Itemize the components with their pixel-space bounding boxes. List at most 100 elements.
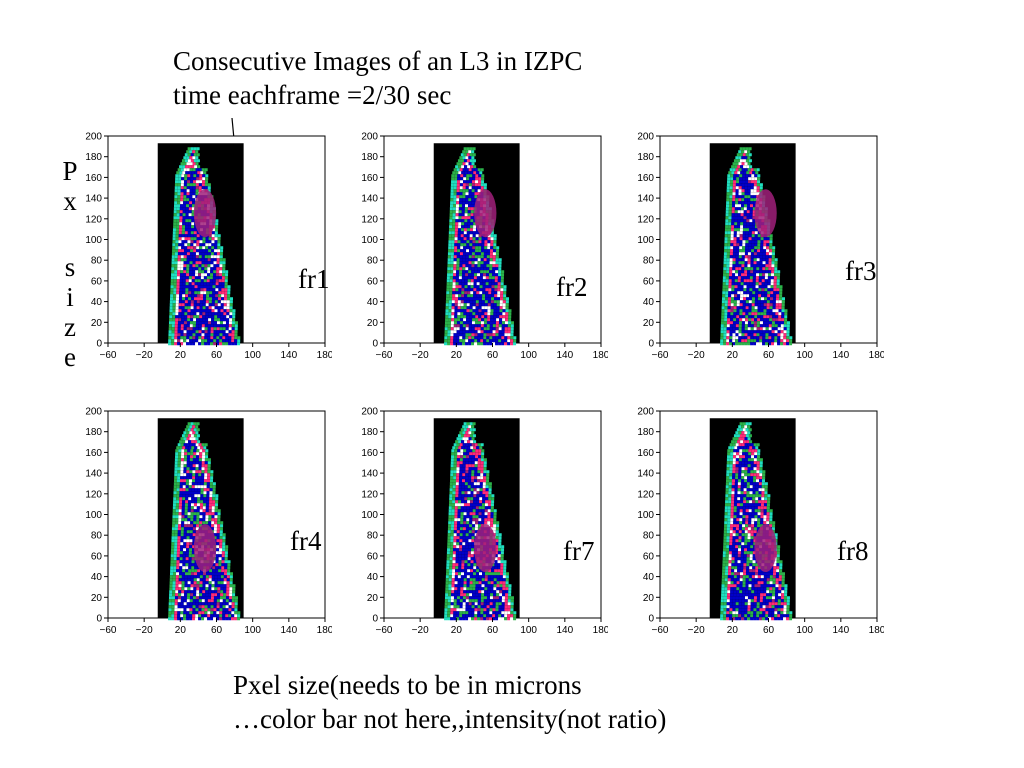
y-tick-label: 200: [361, 132, 378, 143]
y-tick-label: 80: [91, 256, 103, 267]
x-tick-label: 100: [520, 350, 537, 361]
y-tick-label: 60: [367, 551, 379, 562]
x-tick-label: 60: [763, 625, 775, 636]
bright-region: [193, 524, 217, 573]
title-line-1: Consecutive Images of an L3 in IZPC: [173, 46, 583, 76]
x-tick-label: −60: [652, 625, 669, 636]
x-tick-label: 20: [451, 625, 463, 636]
y-tick-label: 0: [648, 339, 654, 350]
y-tick-label: 20: [91, 593, 103, 604]
x-tick-label: 140: [832, 625, 849, 636]
footer-line-1: Pxel size(needs to be in microns: [233, 670, 582, 700]
bright-region: [474, 524, 497, 573]
y-tick-label: 180: [85, 152, 102, 163]
y-tick-label: 160: [85, 448, 102, 459]
y-tick-label: 60: [367, 276, 379, 287]
y-tick-label: 60: [91, 276, 103, 287]
y-tick-label: 180: [637, 152, 654, 163]
cell-pixels: [168, 147, 241, 346]
y-tick-label: 100: [361, 510, 378, 521]
y-tick-label: 120: [85, 214, 102, 225]
y-tick-label: 80: [367, 256, 379, 267]
y-tick-label: 60: [91, 551, 103, 562]
frame-image-plot: −60 −20 20 60 100 140 180 0 20 40 60 80 100 120 140 160…: [361, 407, 608, 637]
y-tick-label: 120: [361, 489, 378, 500]
x-tick-label: 180: [869, 625, 884, 636]
y-tick-label: 20: [91, 318, 103, 329]
y-tick-label: 120: [361, 214, 378, 225]
x-tick-label: 180: [317, 350, 332, 361]
y-tick-label: 100: [85, 510, 102, 521]
y-tick-label: 200: [85, 407, 102, 418]
frame-image-plot: −60 −20 20 60 100 140 180 0 20 40 60 80 100 120 140 160…: [85, 132, 332, 362]
y-tick-label: 100: [637, 510, 654, 521]
side-letter: s: [64, 252, 76, 282]
y-tick-label: 200: [637, 407, 654, 418]
cell-pixels: [168, 422, 241, 621]
y-tick-label: 160: [637, 448, 654, 459]
y-tick-label: 140: [361, 194, 378, 205]
y-tick-label: 60: [643, 276, 655, 287]
side-letter: i: [66, 282, 74, 312]
x-tick-label: 20: [175, 350, 187, 361]
x-tick-label: 140: [280, 350, 297, 361]
x-tick-label: 180: [317, 625, 332, 636]
bright-region: [754, 189, 777, 238]
side-letter: x: [63, 186, 77, 216]
y-tick-label: 20: [367, 318, 379, 329]
y-tick-label: 0: [648, 614, 654, 625]
y-tick-label: 200: [85, 132, 102, 143]
x-tick-label: −60: [100, 625, 117, 636]
footer-note: Pxel size(needs to be in microns …color …: [233, 668, 666, 736]
y-tick-label: 160: [361, 448, 378, 459]
y-tick-label: 20: [367, 593, 379, 604]
x-tick-label: −20: [412, 350, 429, 361]
bright-region: [193, 189, 217, 238]
y-tick-label: 0: [372, 614, 378, 625]
frame-label: fr4: [290, 526, 322, 556]
x-tick-label: 100: [796, 625, 813, 636]
x-tick-label: −20: [688, 350, 705, 361]
y-tick-label: 20: [643, 593, 655, 604]
frame-label: fr3: [845, 256, 877, 286]
x-tick-label: −20: [412, 625, 429, 636]
x-tick-label: 60: [763, 350, 775, 361]
y-tick-label: 180: [361, 427, 378, 438]
y-tick-label: 40: [91, 297, 103, 308]
side-letter: e: [64, 342, 76, 372]
y-tick-label: 200: [361, 407, 378, 418]
x-tick-label: 20: [451, 350, 463, 361]
x-tick-label: 100: [796, 350, 813, 361]
frame-label: fr2: [556, 272, 588, 302]
y-tick-label: 140: [85, 194, 102, 205]
y-tick-label: 80: [91, 531, 103, 542]
x-tick-label: 60: [487, 350, 499, 361]
x-tick-label: 20: [727, 350, 739, 361]
x-tick-label: 180: [869, 350, 884, 361]
y-tick-label: 140: [85, 469, 102, 480]
y-tick-label: 100: [361, 235, 378, 246]
y-tick-label: 80: [643, 531, 655, 542]
cell-pixels: [444, 422, 517, 621]
frame-label: fr7: [563, 536, 595, 566]
y-tick-label: 40: [643, 297, 655, 308]
y-tick-label: 40: [643, 572, 655, 583]
footer-line-2: …color bar not here,,intensity(not ratio…: [233, 704, 667, 734]
x-tick-label: 60: [211, 350, 223, 361]
x-tick-label: 140: [556, 350, 573, 361]
y-tick-label: 180: [85, 427, 102, 438]
frame-image-plot: −60 −20 20 60 100 140 180 0 20 40 60 80 100 120 140 160…: [85, 407, 332, 637]
x-tick-label: −60: [652, 350, 669, 361]
x-tick-label: 60: [211, 625, 223, 636]
y-tick-label: 100: [637, 235, 654, 246]
title: Consecutive Images of an L3 in IZPC time…: [173, 44, 582, 112]
title-line-2: time eachframe =2/30 sec: [173, 80, 452, 110]
y-tick-label: 140: [361, 469, 378, 480]
y-tick-label: 80: [367, 531, 379, 542]
bright-region: [474, 189, 497, 238]
frame-label: fr1: [298, 264, 330, 294]
y-tick-label: 80: [643, 256, 655, 267]
cell-pixels: [444, 147, 517, 346]
y-tick-label: 40: [91, 572, 103, 583]
x-tick-label: −60: [100, 350, 117, 361]
